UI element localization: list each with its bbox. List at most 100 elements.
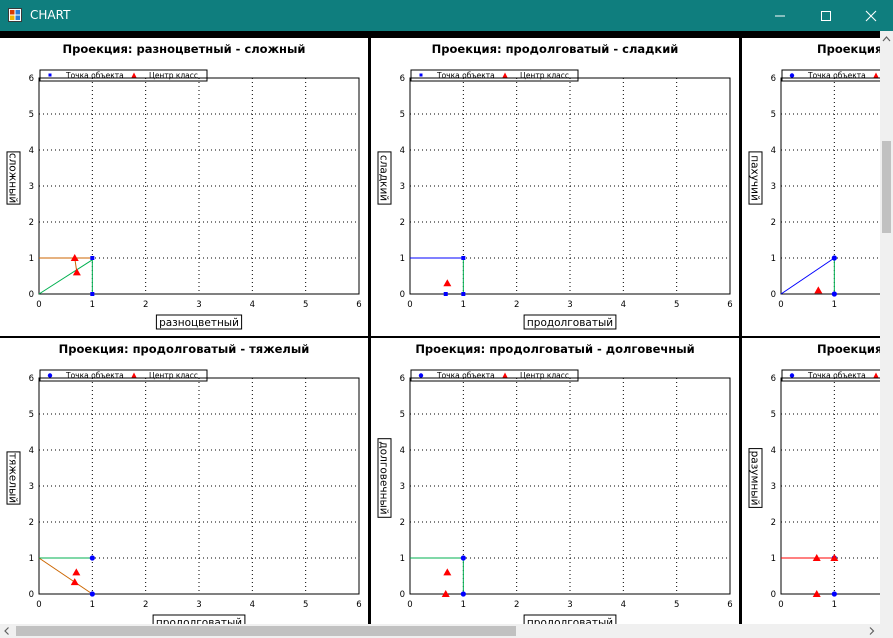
x-tick-label: 3 — [567, 300, 572, 310]
center-marker — [830, 554, 839, 561]
object-point-marker — [89, 555, 95, 561]
x-axis-label: продолговатый — [527, 317, 613, 329]
y-tick-label: 5 — [29, 110, 34, 120]
chart-pane: Проекция: продолговатый - тяжелый Точка о… — [0, 338, 368, 624]
x-axis-label-group: продолговатый — [523, 314, 617, 330]
x-tick-label: 2 — [514, 600, 519, 610]
plot-frame — [409, 77, 731, 295]
legend-point-marker — [789, 373, 795, 378]
minimize-button[interactable] — [757, 0, 803, 31]
legend-label: Центр класс — [149, 371, 198, 380]
legend-label: Точка объекта — [807, 371, 866, 380]
x-tick-label: 4 — [621, 600, 626, 610]
title-bar[interactable]: CHART — [0, 0, 893, 31]
legend-point-marker — [47, 373, 53, 378]
y-tick-label: 2 — [771, 218, 776, 228]
x-tick-label: 6 — [356, 600, 361, 610]
legend-label: Центр класс — [149, 71, 198, 80]
x-tick-label: 4 — [250, 300, 255, 310]
y-tick-label: 3 — [771, 182, 776, 192]
horizontal-scroll-thumb[interactable] — [16, 626, 516, 636]
y-tick-label: 0 — [29, 590, 34, 600]
x-tick-label: 6 — [356, 300, 361, 310]
x-axis-label-box — [152, 614, 246, 624]
maximize-icon — [821, 11, 831, 21]
y-tick-label: 6 — [400, 374, 405, 384]
legend-center-marker — [131, 72, 137, 79]
scroll-right-arrow-icon[interactable] — [864, 624, 880, 638]
legend-label: Точка объекта — [65, 371, 124, 380]
y-tick-label: 3 — [400, 482, 405, 492]
legend-box — [410, 69, 579, 82]
legend-center-marker — [873, 372, 879, 379]
y-axis-label: разумный — [749, 451, 761, 506]
y-axis-label-group: пахучий — [748, 151, 763, 205]
legend-point-marker — [48, 73, 52, 77]
y-axis-label-group: сладкий — [377, 151, 392, 205]
y-axis-label-box — [6, 151, 21, 205]
legend-box — [781, 369, 880, 382]
object-point-marker — [90, 256, 95, 260]
y-tick-label: 4 — [29, 446, 34, 456]
center-marker — [443, 568, 452, 576]
center-marker — [812, 554, 821, 561]
x-axis-label: разноцветный — [159, 317, 239, 329]
x-tick-label: 1 — [461, 600, 466, 610]
vertical-scroll-thumb[interactable] — [882, 141, 891, 233]
y-tick-label: 6 — [29, 74, 34, 84]
chart-title: Проекция: — [817, 342, 880, 356]
scroll-left-arrow-icon[interactable] — [0, 624, 14, 638]
legend-point-marker — [789, 73, 795, 78]
minimize-icon — [775, 15, 785, 17]
legend-center-marker — [502, 72, 508, 79]
y-axis-label: пахучий — [749, 155, 761, 201]
plot-frame — [409, 377, 731, 595]
y-tick-label: 1 — [771, 254, 776, 264]
y-tick-label: 2 — [29, 218, 34, 228]
y-tick-label: 4 — [771, 446, 776, 456]
y-tick-label: 1 — [400, 254, 405, 264]
scrollbar-corner — [880, 624, 893, 638]
y-tick-label: 6 — [771, 74, 776, 84]
x-tick-label: 1 — [90, 300, 95, 310]
object-point-marker — [443, 292, 448, 296]
close-button[interactable] — [848, 0, 893, 31]
y-tick-label: 1 — [29, 254, 34, 264]
y-tick-label: 3 — [771, 482, 776, 492]
center-marker — [70, 578, 79, 586]
plot-frame — [780, 377, 880, 595]
scroll-up-arrow-icon[interactable] — [880, 31, 893, 47]
maximize-button[interactable] — [803, 0, 849, 31]
x-tick-label: 0 — [778, 300, 783, 310]
vertical-scrollbar[interactable] — [880, 31, 893, 624]
charts-grid: Проекция: разноцветный - сложный Точка об… — [0, 31, 880, 624]
x-tick-label: 5 — [303, 300, 308, 310]
y-axis-label: тяжелый — [7, 453, 19, 503]
x-tick-label: 1 — [461, 300, 466, 310]
y-tick-label: 2 — [400, 518, 405, 528]
object-point-marker — [831, 255, 837, 261]
legend-box — [39, 369, 208, 382]
legend-label: Точка объекта — [436, 371, 495, 380]
legend-point-marker — [418, 373, 424, 378]
object-point-marker — [831, 591, 837, 597]
chart-pane: Проекция: продолговатый - сладкий Точка о… — [371, 38, 739, 336]
y-axis-label-box — [377, 438, 392, 518]
chart-svg: Проекция: продолговатый - тяжелый Точка о… — [6, 342, 362, 624]
y-tick-label: 2 — [29, 518, 34, 528]
legend-label: Центр класс — [520, 71, 569, 80]
chart-app-icon — [8, 8, 22, 22]
legend-label: Точка объекта — [807, 71, 866, 80]
x-tick-label: 5 — [303, 600, 308, 610]
x-tick-label: 4 — [621, 300, 626, 310]
center-marker — [814, 286, 823, 294]
chart-title: Проекция: продолговатый - тяжелый — [59, 342, 310, 356]
chart-pane: Проекция: разноцветный - сложный Точка об… — [0, 38, 368, 336]
y-tick-label: 0 — [771, 290, 776, 300]
horizontal-scrollbar[interactable] — [0, 624, 880, 638]
y-tick-label: 0 — [400, 290, 405, 300]
y-axis-label-group: сложный — [6, 151, 21, 205]
x-axis-label: продолговатый — [156, 617, 242, 624]
y-tick-label: 1 — [29, 554, 34, 564]
